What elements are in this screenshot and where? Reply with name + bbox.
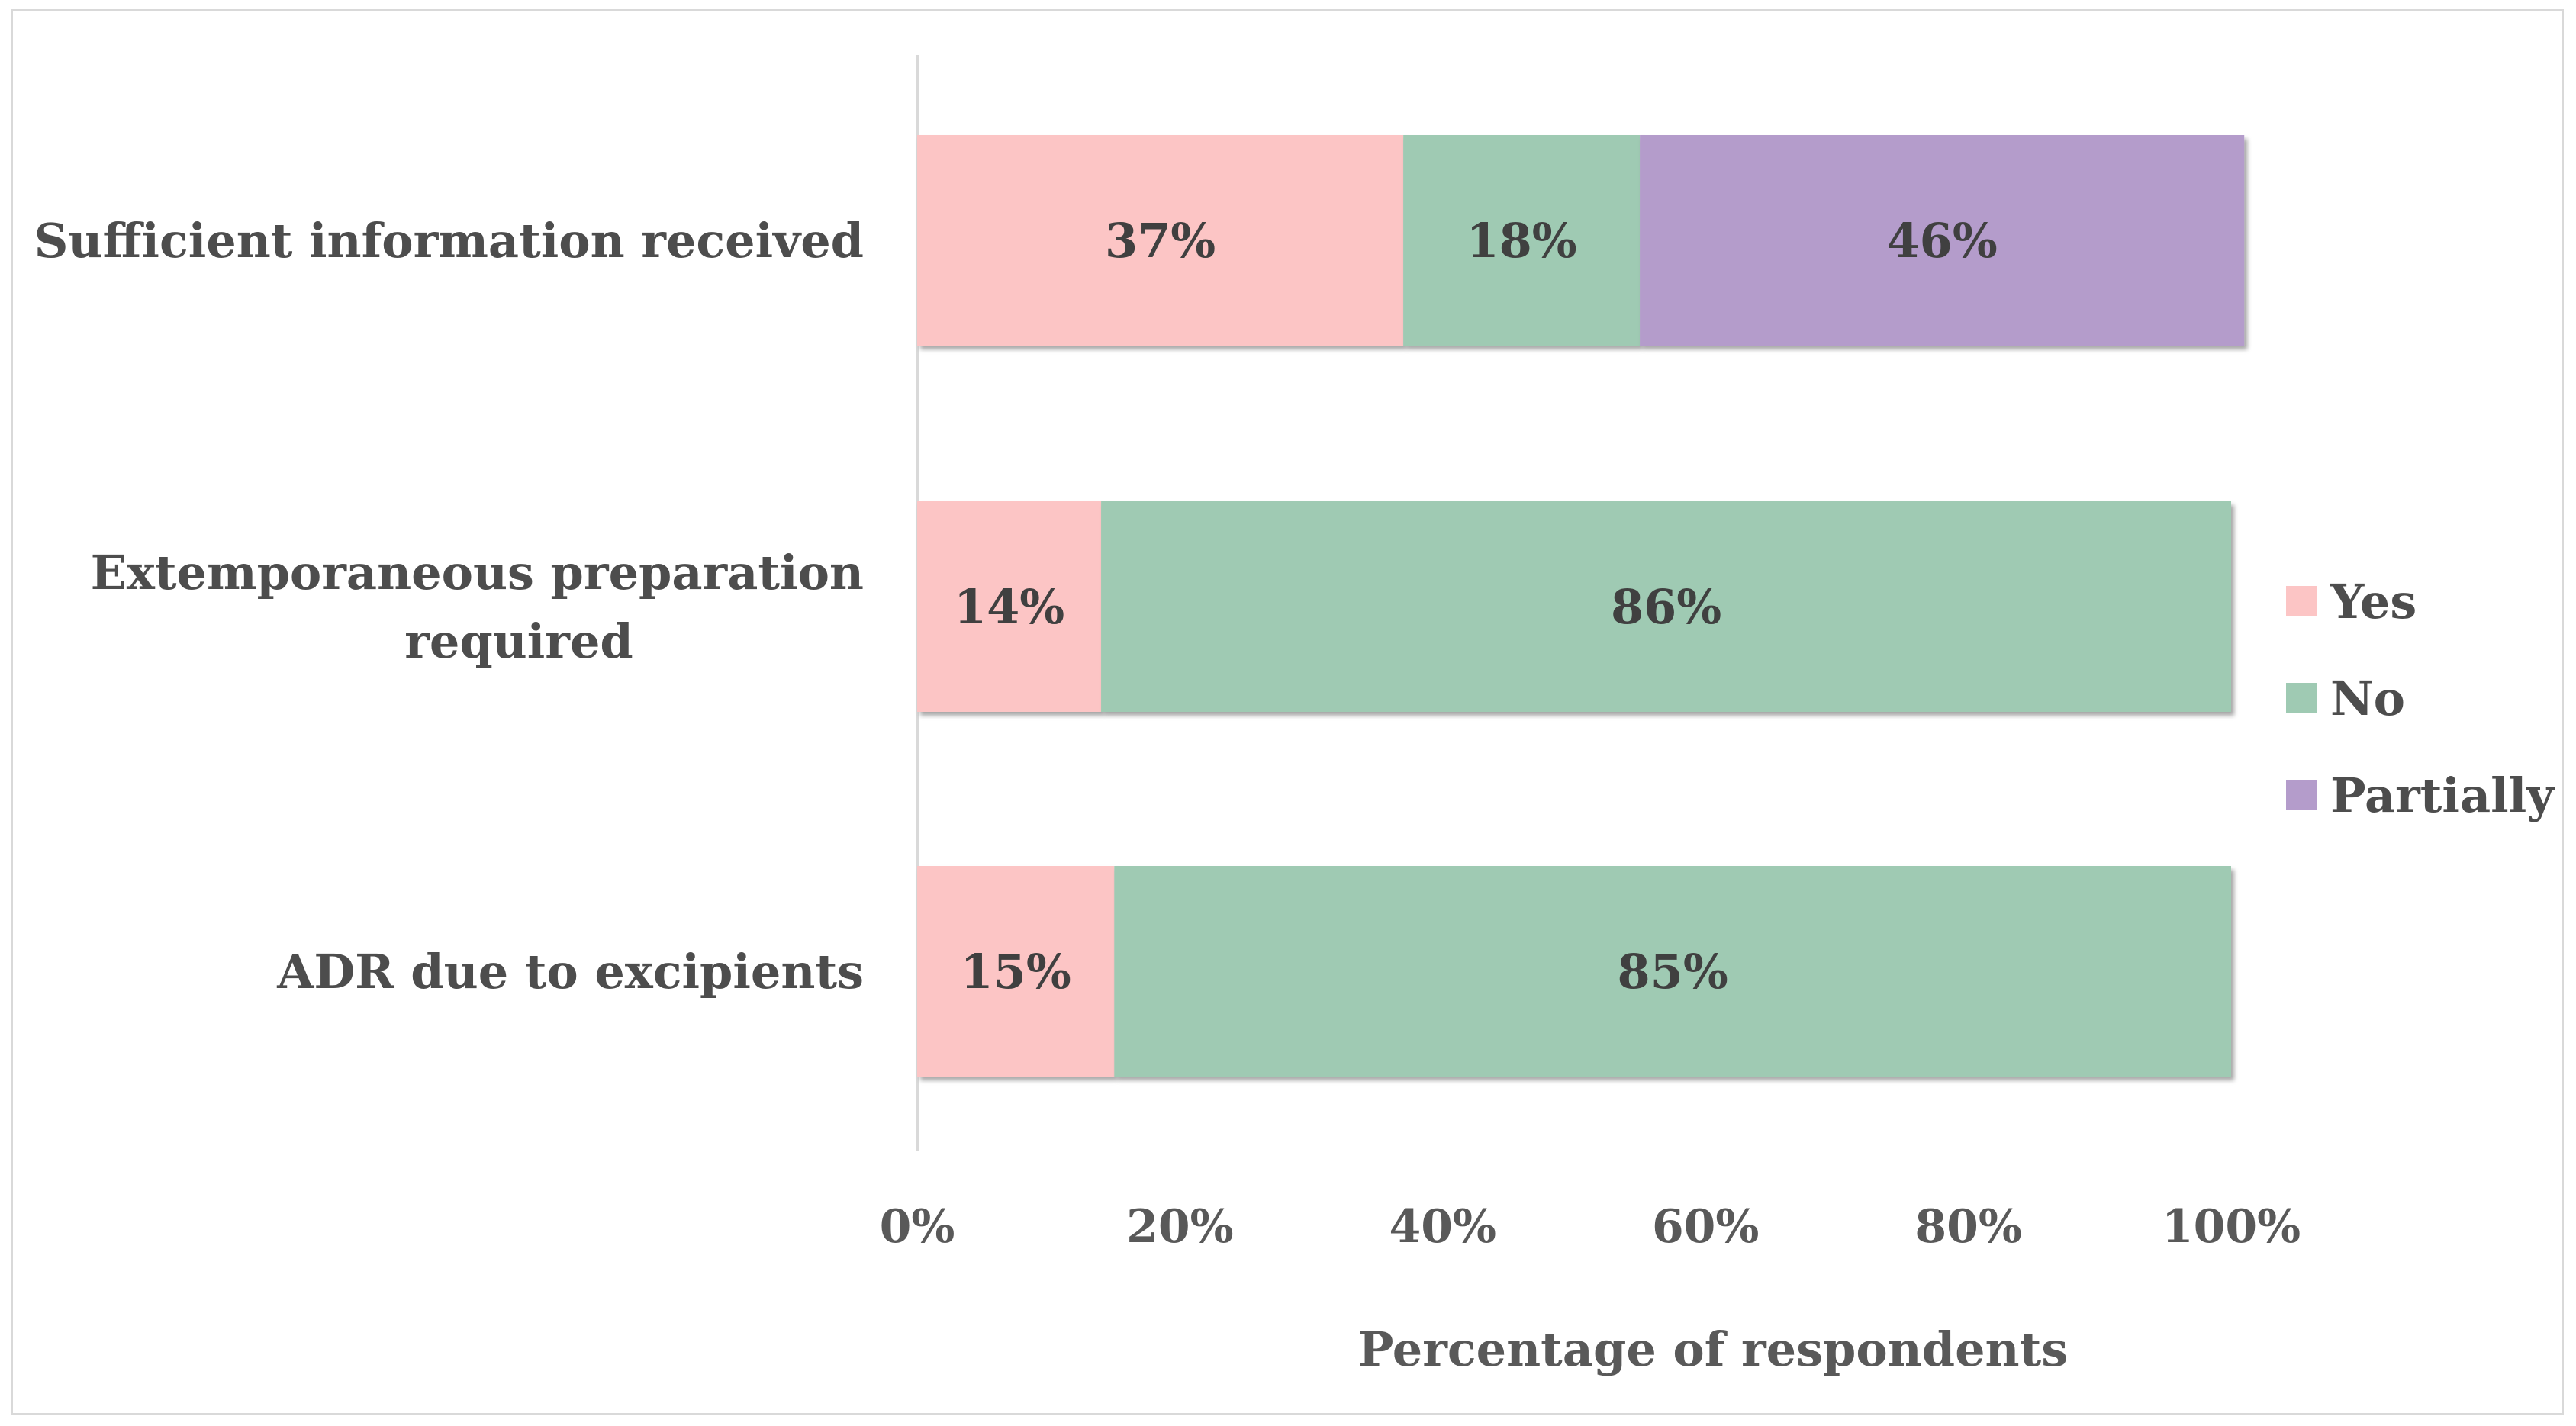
legend-swatch-partially <box>2286 780 2317 810</box>
x-tick-label: 80% <box>1914 1200 2022 1254</box>
data-label: 18% <box>1467 213 1577 269</box>
x-tick-label: 60% <box>1652 1200 1760 1254</box>
data-label: 14% <box>954 579 1064 635</box>
category-label: ADR due to excipients <box>276 944 864 999</box>
x-tick-label: 0% <box>880 1200 955 1254</box>
x-axis-title: Percentage of respondents <box>1358 1321 2068 1377</box>
bar-no-2[interactable] <box>1114 866 2231 1077</box>
x-tick-label: 40% <box>1389 1200 1497 1254</box>
legend-swatch-yes <box>2286 586 2317 616</box>
x-tick-label: 20% <box>1126 1200 1234 1254</box>
bar-yes-0[interactable] <box>917 135 1404 346</box>
legend-label-partially: Partially <box>2330 768 2555 823</box>
data-label: 46% <box>1887 213 1998 269</box>
data-label: 85% <box>1618 944 1728 999</box>
legend-swatch-no <box>2286 683 2317 713</box>
category-label: Extemporaneous preparation <box>91 545 864 600</box>
bar-no-0[interactable] <box>1403 135 1641 346</box>
data-label: 86% <box>1611 579 1721 635</box>
bar-yes-1[interactable] <box>917 501 1102 712</box>
category-label: Sufficient information received <box>34 213 864 269</box>
bar-yes-2[interactable] <box>917 866 1115 1077</box>
x-tick-label: 100% <box>2162 1200 2301 1254</box>
category-label: required <box>404 613 633 669</box>
data-label: 37% <box>1105 213 1216 269</box>
legend-label-yes: Yes <box>2330 574 2417 629</box>
data-label: 15% <box>961 944 1071 999</box>
bar-no-1[interactable] <box>1101 501 2231 712</box>
legend-label-no: No <box>2330 671 2405 726</box>
bar-partially-0[interactable] <box>1640 135 2245 346</box>
